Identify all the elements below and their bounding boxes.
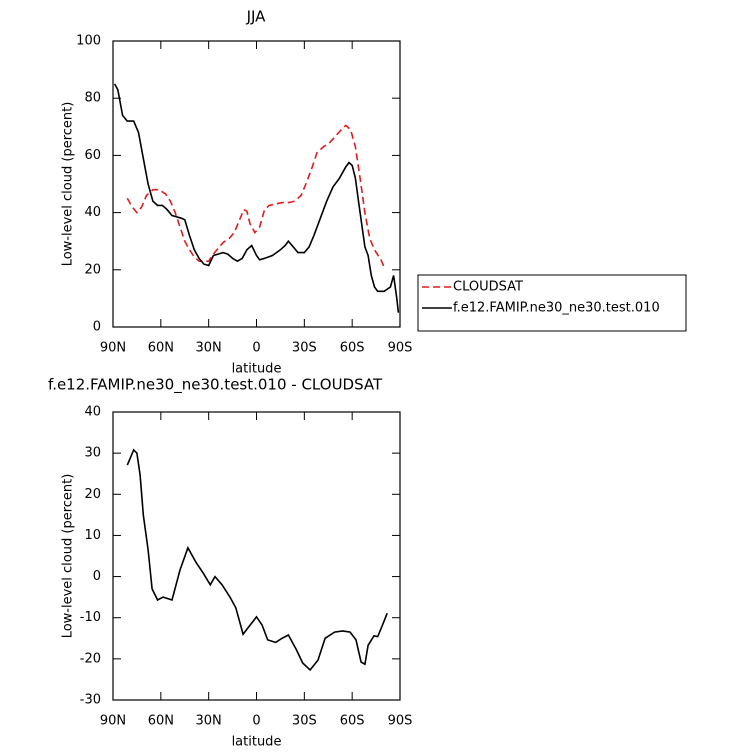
- x-tick-label: 90S: [388, 714, 413, 729]
- x-tick-label: 60S: [340, 714, 365, 729]
- y-tick-label: 100: [76, 34, 101, 49]
- data-line: [126, 124, 385, 268]
- x-tick-label: 0: [252, 341, 260, 356]
- legend-label: CLOUDSAT: [453, 280, 523, 295]
- y-tick-label: 80: [84, 91, 101, 106]
- y-axis-label: Low-level cloud (percent): [61, 474, 76, 639]
- y-tick-label: 20: [84, 487, 101, 502]
- x-tick-label: 30N: [196, 341, 222, 356]
- x-tick-label: 30N: [196, 714, 222, 729]
- y-tick-label: 30: [84, 446, 101, 461]
- y-tick-label: -10: [80, 610, 101, 625]
- x-tick-label: 90S: [388, 341, 413, 356]
- x-tick-label: 60S: [340, 341, 365, 356]
- x-axis-label: latitude: [232, 362, 282, 377]
- y-tick-label: 0: [93, 569, 101, 584]
- y-tick-label: -20: [80, 651, 101, 666]
- legend-label: f.e12.FAMIP.ne30_ne30.test.010: [453, 301, 660, 316]
- y-tick-label: 60: [84, 148, 101, 163]
- plot-frame: [112, 411, 401, 701]
- chart-title: JJA: [246, 8, 267, 26]
- y-tick-label: -30: [80, 693, 101, 708]
- chart-title: f.e12.FAMIP.ne30_ne30.test.010 - CLOUDSA…: [48, 376, 383, 395]
- y-axis-label: Low-level cloud (percent): [61, 102, 76, 267]
- x-tick-label: 90N: [100, 714, 126, 729]
- y-tick-label: 10: [84, 528, 101, 543]
- x-tick-label: 60N: [148, 714, 174, 729]
- data-line: [113, 83, 400, 313]
- x-tick-label: 0: [252, 714, 260, 729]
- x-axis-label: latitude: [232, 735, 282, 750]
- y-tick-label: 40: [84, 205, 101, 220]
- x-tick-label: 30S: [292, 341, 317, 356]
- legend-box: [417, 274, 687, 332]
- data-line: [126, 448, 388, 672]
- x-tick-label: 90N: [100, 341, 126, 356]
- x-tick-label: 60N: [148, 341, 174, 356]
- y-tick-label: 40: [84, 405, 101, 420]
- x-tick-label: 30S: [292, 714, 317, 729]
- y-tick-label: 20: [84, 262, 101, 277]
- y-tick-label: 0: [93, 320, 101, 335]
